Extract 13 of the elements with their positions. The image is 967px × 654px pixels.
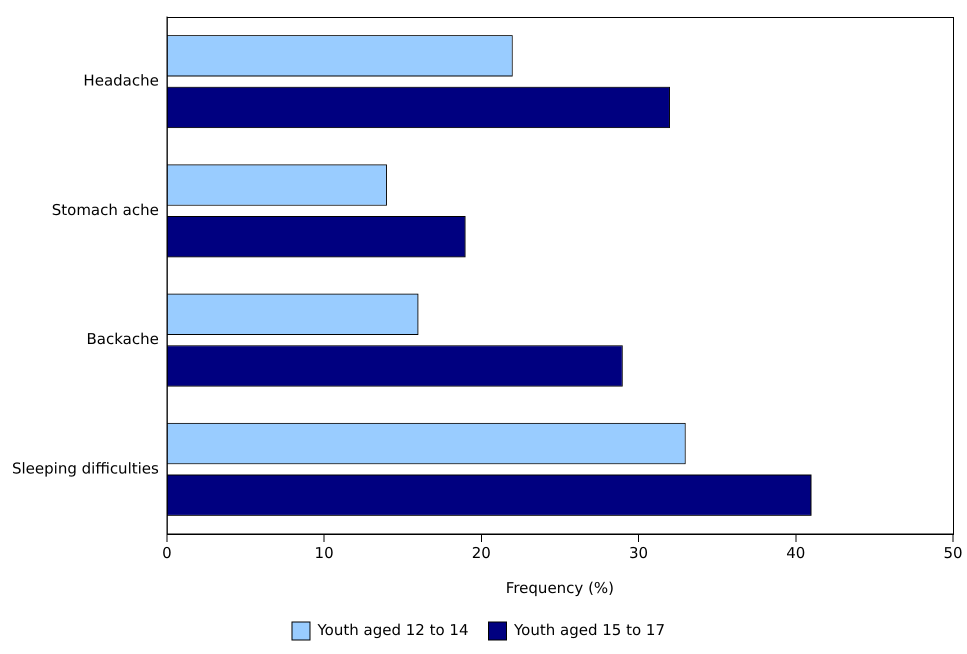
x-tick-label: 30	[628, 544, 648, 562]
x-tick-label: 0	[162, 544, 172, 562]
x-tick-label: 50	[943, 544, 963, 562]
legend-label: Youth aged 12 to 14	[316, 620, 469, 639]
y-tick-label: Backache	[86, 330, 159, 348]
x-tick-label: 10	[314, 544, 334, 562]
legend-label: Youth aged 15 to 17	[513, 620, 666, 639]
x-axis-title: Frequency (%)	[506, 578, 614, 597]
y-tick-label: Headache	[83, 72, 159, 90]
y-tick-label: Sleeping difficulties	[12, 459, 160, 478]
x-tick-label: 20	[472, 544, 491, 562]
y-tick-label: Stomach ache	[52, 200, 159, 219]
x-tick-label: 40	[786, 544, 806, 562]
